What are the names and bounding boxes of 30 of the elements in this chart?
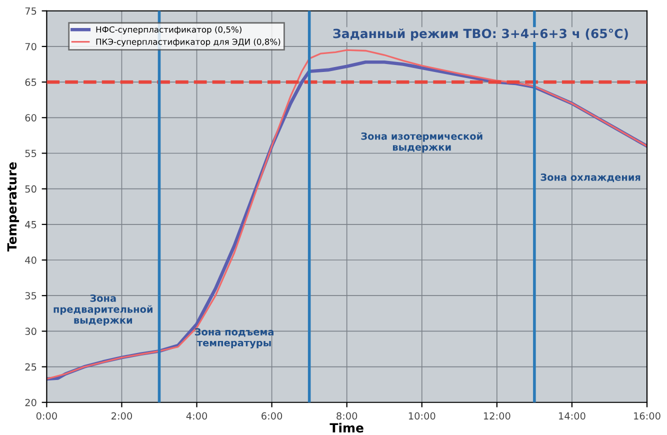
y-tick-label: 30	[25, 328, 36, 336]
annotation: Зона изотермической выдержки	[361, 132, 482, 153]
y-tick-label: 50	[25, 185, 36, 193]
y-tick-label: 40	[25, 256, 36, 264]
annotation: Зона подъема температуры	[194, 328, 274, 348]
y-tick-label: 35	[25, 292, 36, 300]
x-tick-label: 14:00	[559, 412, 586, 420]
x-tick-label: 0:00	[36, 412, 57, 420]
text: Заданный режим ТВО: 3+4+6+3 ч (65°C)	[333, 28, 628, 41]
annotation: Зона предварительной выдержки	[54, 294, 152, 326]
annotation: Зона охлаждения	[540, 174, 640, 182]
legend-label: ПКЭ-суперпластификатор для ЭДИ (0,8%)	[96, 38, 280, 46]
x-tick-label: 8:00	[336, 412, 358, 420]
x-tick-label: 4:00	[186, 412, 208, 420]
legend-label: НФС-суперпластификатор (0,5%)	[96, 26, 242, 34]
y-tick-label: 20	[25, 398, 36, 406]
y-tick-label: 75	[25, 7, 36, 15]
y-tick-label: 55	[25, 150, 36, 158]
x-tick-label: 10:00	[408, 412, 436, 420]
x-axis-title: Time	[330, 422, 364, 433]
x-tick-label: 6:00	[262, 412, 282, 420]
y-tick-label: 60	[25, 114, 36, 122]
x-tick-label: 16:00	[634, 412, 660, 420]
y-tick-label: 70	[25, 42, 36, 50]
x-tick-label: 2:00	[112, 412, 132, 420]
x-tick-label: 12:00	[484, 412, 510, 420]
y-tick-label: 65	[25, 78, 36, 86]
y-tick-label: 25	[25, 363, 36, 371]
y-axis-title: Temperature	[7, 162, 20, 252]
y-tick-label: 45	[25, 221, 36, 228]
